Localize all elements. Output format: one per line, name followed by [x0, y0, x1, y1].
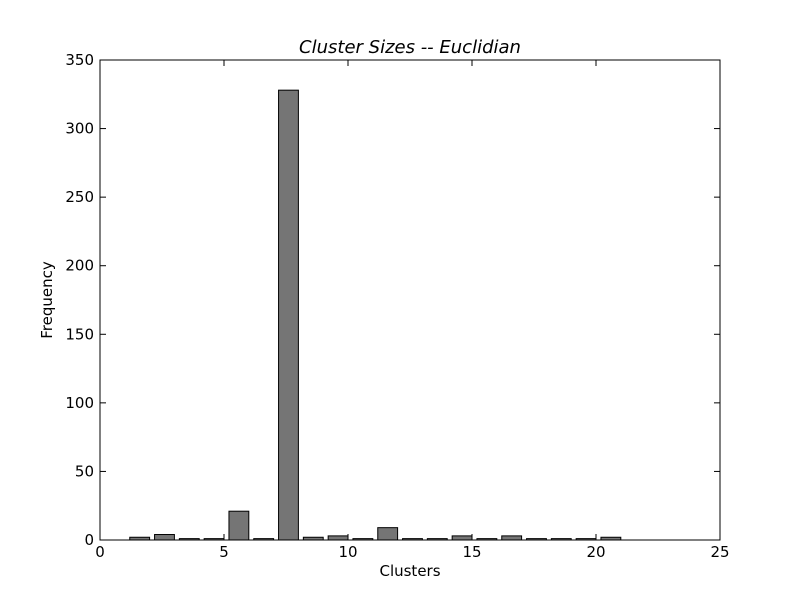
bar-cluster-7 — [278, 89, 299, 541]
bar-cluster-9 — [327, 535, 349, 541]
x-tick-label-15: 15 — [462, 543, 481, 561]
x-axis-label: Clusters — [379, 562, 440, 580]
y-tick-label-150: 150 — [65, 325, 94, 343]
plot-frame — [99, 59, 721, 541]
bar-cluster-11 — [377, 527, 399, 541]
y-tick-label-200: 200 — [65, 257, 94, 275]
x-tick-label-10: 10 — [338, 543, 357, 561]
x-tick-label-20: 20 — [586, 543, 605, 561]
y-tick-label-50: 50 — [75, 462, 94, 480]
x-tick-label-0: 0 — [95, 543, 105, 561]
x-tick-label-5: 5 — [219, 543, 229, 561]
bar-cluster-16 — [501, 535, 523, 541]
bar-cluster-14 — [451, 535, 473, 541]
y-tick-label-350: 350 — [65, 51, 94, 69]
y-tick-label-100: 100 — [65, 394, 94, 412]
chart-title: Cluster Sizes -- Euclidian — [299, 37, 521, 58]
y-tick-label-250: 250 — [65, 188, 94, 206]
bar-cluster-5 — [228, 510, 250, 541]
y-tick-label-300: 300 — [65, 120, 94, 138]
bars-group — [129, 89, 622, 541]
x-tick-label-25: 25 — [710, 543, 729, 561]
y-axis-label: Frequency — [38, 261, 56, 339]
bar-cluster-2 — [154, 534, 175, 541]
y-tick-label-0: 0 — [84, 531, 94, 549]
